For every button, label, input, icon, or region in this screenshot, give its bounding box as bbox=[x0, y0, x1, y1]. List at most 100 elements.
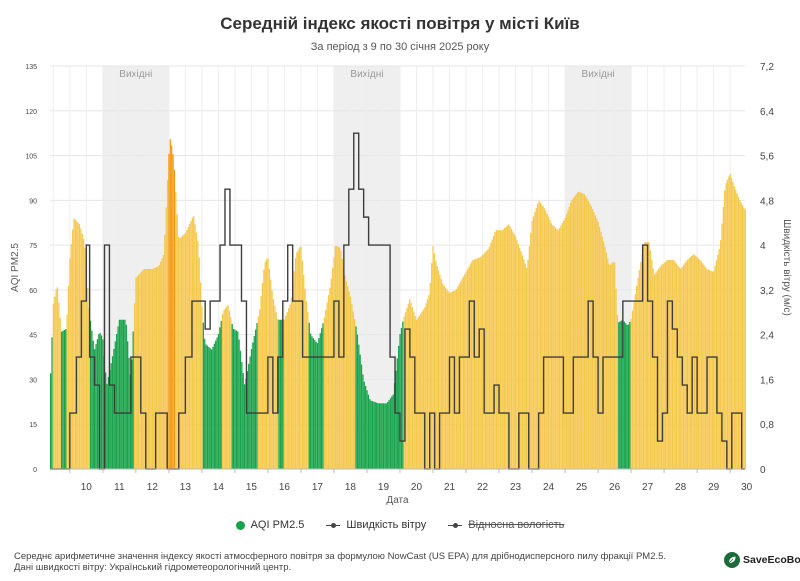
aqi-bar bbox=[645, 242, 647, 469]
aqi-bar bbox=[226, 306, 228, 469]
aqi-bar bbox=[398, 345, 400, 469]
aqi-bar bbox=[455, 289, 458, 469]
aqi-bar bbox=[494, 232, 496, 469]
aqi-bar bbox=[614, 262, 616, 469]
aqi-bar bbox=[333, 256, 335, 469]
aqi-bar bbox=[243, 384, 246, 469]
aqi-bar bbox=[177, 236, 180, 469]
aqi-bar bbox=[642, 246, 645, 469]
aqi-bar bbox=[323, 317, 326, 469]
aqi-bar bbox=[231, 324, 233, 469]
aqi-bar bbox=[680, 268, 682, 469]
aqi-bar bbox=[179, 238, 181, 469]
aqi-bar bbox=[381, 403, 383, 469]
aqi-bar bbox=[468, 266, 470, 469]
aqi-bar bbox=[586, 198, 588, 469]
aqi-bar bbox=[242, 373, 244, 469]
leaf-icon bbox=[724, 552, 740, 568]
aqi-bar bbox=[234, 329, 236, 469]
brand-logo[interactable]: SaveEcoBot bbox=[724, 552, 800, 568]
aqi-bar bbox=[50, 373, 52, 469]
aqi-bar bbox=[641, 254, 643, 469]
aqi-bar bbox=[502, 229, 504, 469]
x-tick-label: 22 bbox=[477, 482, 489, 493]
aqi-bar bbox=[165, 207, 167, 469]
y-left-tick-label: 0 bbox=[33, 467, 37, 474]
aqi-bar bbox=[65, 329, 67, 469]
aqi-bar bbox=[406, 307, 408, 469]
aqi-bar bbox=[87, 287, 89, 469]
aqi-bar bbox=[625, 323, 627, 469]
aqi-bar bbox=[286, 311, 288, 469]
aqi-bar bbox=[700, 261, 702, 469]
aqi-bar bbox=[325, 310, 327, 469]
aqi-bar bbox=[564, 217, 566, 469]
aqi-bar bbox=[399, 334, 401, 469]
aqi-bar bbox=[107, 376, 110, 469]
aqi-bar bbox=[352, 311, 354, 469]
aqi-bar bbox=[697, 258, 700, 469]
aqi-bar bbox=[219, 327, 221, 469]
aqi-bar bbox=[552, 225, 554, 469]
aqi-bar bbox=[546, 213, 548, 469]
aqi-bar bbox=[300, 246, 302, 469]
aqi-bar bbox=[565, 214, 568, 469]
aqi-bar bbox=[563, 220, 565, 469]
aqi-bar bbox=[116, 333, 118, 469]
aqi-bar bbox=[216, 337, 218, 469]
aqi-bar bbox=[385, 403, 387, 469]
aqi-bar bbox=[114, 341, 116, 469]
aqi-bar bbox=[561, 222, 564, 469]
aqi-bar bbox=[579, 192, 581, 469]
aqi-bar bbox=[220, 320, 222, 469]
aqi-bar bbox=[521, 255, 524, 469]
aqi-bar bbox=[436, 266, 438, 469]
aqi-bar bbox=[70, 244, 72, 469]
aqi-bar bbox=[457, 286, 459, 469]
aqi-bar bbox=[76, 221, 78, 469]
y-right-tick-label: 2,4 bbox=[760, 331, 774, 342]
aqi-bar bbox=[647, 242, 649, 469]
chart-canvas: Вихідні Вихідні Вихідні 015304560759010512… bbox=[10, 62, 792, 506]
y-left-tick-label: 135 bbox=[25, 64, 37, 71]
aqi-bar bbox=[279, 319, 282, 469]
aqi-bar bbox=[278, 319, 280, 469]
legend-item-wind[interactable]: Швидкість вітру bbox=[326, 519, 426, 531]
aqi-bar bbox=[319, 333, 321, 469]
aqi-bar bbox=[425, 303, 427, 469]
aqi-bar bbox=[98, 334, 100, 469]
aqi-bar bbox=[187, 226, 189, 469]
y-left-tick-label: 45 bbox=[29, 333, 37, 340]
legend-item-humidity[interactable]: Відносна вологість bbox=[448, 519, 564, 531]
aqi-bar bbox=[435, 260, 437, 469]
aqi-bar bbox=[737, 196, 740, 470]
aqi-bar bbox=[337, 246, 339, 469]
aqi-bar bbox=[603, 241, 605, 469]
aqi-bar bbox=[520, 251, 522, 469]
aqi-bar bbox=[498, 230, 500, 469]
aqi-bar bbox=[589, 203, 591, 469]
aqi-bar bbox=[199, 282, 202, 469]
aqi-bar bbox=[83, 238, 85, 469]
aqi-bar bbox=[341, 258, 343, 469]
aqi-bar bbox=[268, 268, 271, 469]
aqi-bar bbox=[340, 250, 342, 469]
aqi-bar bbox=[289, 304, 291, 469]
aqi-bar bbox=[736, 193, 738, 469]
aqi-bar bbox=[535, 207, 537, 469]
aqi-bar bbox=[721, 223, 723, 469]
legend-item-aqi[interactable]: AQI PM2.5 bbox=[235, 519, 304, 531]
aqi-bar bbox=[149, 268, 151, 469]
aqi-bar bbox=[729, 173, 731, 469]
aqi-bar bbox=[655, 272, 657, 469]
aqi-bar bbox=[283, 319, 286, 469]
aqi-bar bbox=[360, 364, 363, 469]
aqi-bar bbox=[420, 313, 422, 469]
y-left-axis-label: AQI PM2.5 bbox=[10, 243, 21, 292]
x-tick-label: 27 bbox=[642, 482, 654, 493]
aqi-bar bbox=[510, 228, 513, 469]
aqi-bar bbox=[640, 262, 642, 469]
aqi-bar bbox=[536, 203, 539, 469]
aqi-bar bbox=[102, 339, 104, 469]
aqi-bar bbox=[358, 344, 360, 469]
